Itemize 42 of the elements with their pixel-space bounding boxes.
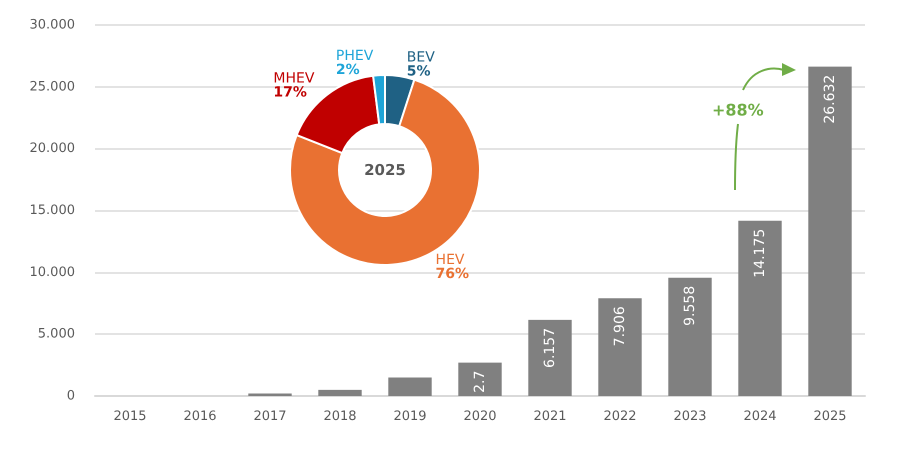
x-tick-label: 2015 (113, 409, 147, 424)
data-label: 26.632 (822, 74, 838, 124)
x-tick-label: 2022 (603, 409, 637, 424)
annotation: +88% (712, 100, 764, 120)
x-tick-label: 2016 (183, 409, 217, 424)
data-label: 2.7 (472, 370, 488, 393)
bar (738, 220, 782, 396)
data-label: 17% (273, 84, 307, 100)
data-label: 7.906 (612, 306, 628, 346)
x-tick-label: 2024 (743, 409, 777, 424)
bar (808, 66, 852, 396)
data-label: 2% (336, 62, 360, 78)
data-label: 6.157 (542, 328, 558, 368)
x-tick-label: 2023 (673, 409, 707, 424)
y-tick-label: 15.000 (30, 203, 75, 218)
y-tick-label: 20.000 (30, 141, 75, 156)
slice-label: PHEV (336, 48, 374, 64)
data-label: 9.558 (682, 286, 698, 326)
x-tick-label: 2020 (463, 409, 497, 424)
data-label: 76% (436, 266, 470, 282)
bar (598, 298, 642, 396)
x-tick-label: 2021 (533, 409, 567, 424)
bar (528, 320, 572, 396)
y-tick-label: 25.000 (30, 79, 75, 94)
x-tick-label: 2017 (253, 409, 287, 424)
bar (668, 278, 712, 396)
y-tick-label: 5.000 (38, 326, 75, 342)
data-label: 5% (406, 63, 431, 80)
y-tick-label: 0 (66, 388, 75, 404)
y-tick-label: 10.000 (30, 264, 75, 280)
slice-label: HEV (436, 252, 465, 268)
slice-label: BEV (406, 49, 436, 66)
bar (458, 362, 502, 396)
x-tick-label: 2018 (323, 409, 357, 424)
x-tick-label: 2019 (393, 409, 427, 424)
text: 2025 (364, 161, 406, 179)
slice-label: MHEV (273, 70, 315, 86)
bar (318, 390, 362, 396)
x-tick-label: 2025 (813, 409, 847, 424)
bar (388, 377, 432, 396)
y-tick-label: 30.000 (30, 18, 75, 32)
data-label: 14.175 (752, 228, 768, 278)
